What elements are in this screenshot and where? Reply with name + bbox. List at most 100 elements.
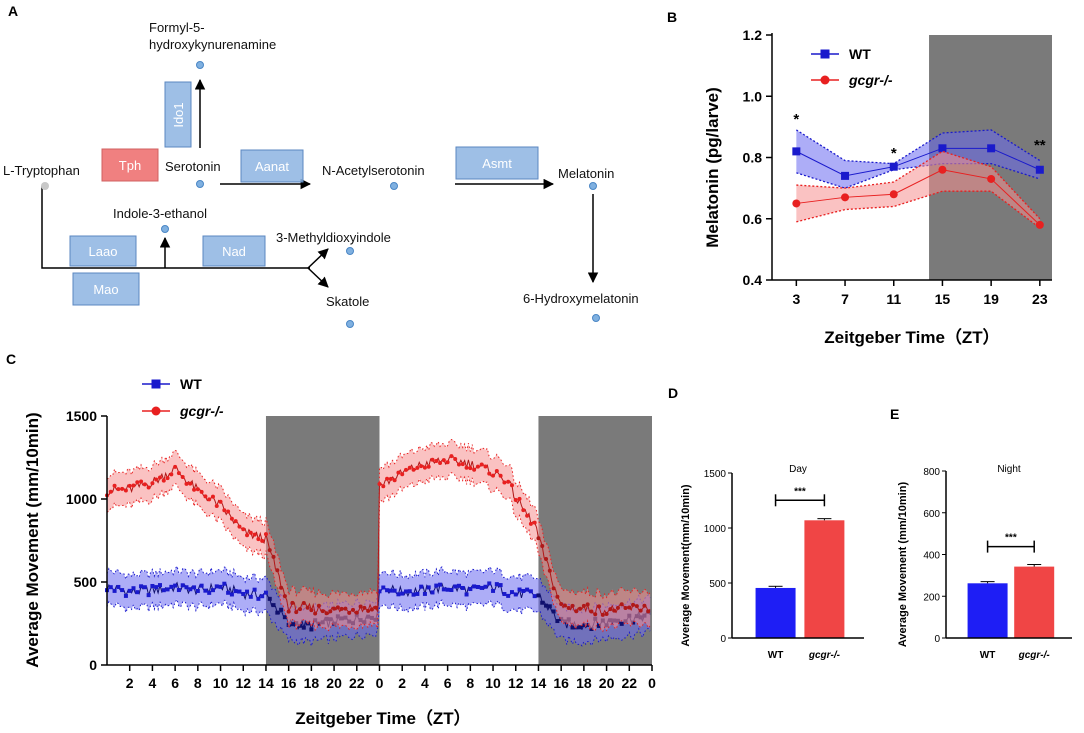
ko-point [229, 516, 234, 521]
y-tick-label: 0.8 [743, 150, 763, 166]
y-tick-label: 500 [709, 579, 726, 590]
x-tick-label: 10 [213, 675, 229, 691]
ko-point [157, 475, 162, 480]
ko-point [792, 199, 801, 208]
wt-point [532, 594, 537, 599]
wt-point [388, 588, 393, 593]
ko-point [203, 494, 208, 499]
wt-point [157, 583, 162, 588]
ko-point [169, 472, 174, 477]
wt-point [256, 596, 261, 601]
ko-point [207, 497, 212, 502]
y-tick-label: 1500 [66, 408, 97, 424]
ko-point [328, 609, 333, 614]
wt-point [841, 171, 850, 180]
ko-point [460, 462, 465, 467]
ko-point [938, 165, 947, 174]
dot-serotonin [196, 180, 204, 188]
ko-point [347, 610, 352, 615]
wt-point [434, 583, 439, 588]
ko-point [388, 476, 393, 481]
ko-point [279, 585, 284, 590]
wt-point [472, 584, 477, 589]
x-tick-label: 2 [126, 675, 134, 691]
ko-point [525, 513, 530, 518]
wt-point [1035, 165, 1044, 174]
ko-point [491, 473, 496, 478]
wt-point [585, 622, 590, 627]
ko-point [369, 607, 374, 612]
wt-point [127, 588, 132, 593]
wt-point [139, 584, 144, 589]
wt-point [521, 588, 526, 593]
ko-point [426, 464, 431, 469]
ko-point [430, 457, 435, 462]
wt-point [422, 591, 427, 596]
line-tryptophan-branch [41, 186, 310, 269]
x-tick-label: 14 [531, 675, 547, 691]
wt-point [581, 623, 586, 628]
x-tick-label: 0 [648, 675, 656, 691]
panel-b-melatonin-chart: B 0.4 0.6 0.8 1.0 1.2 3 7 11 15 19 23 Zeitgeber Tim… [667, 9, 1052, 347]
ko-point [468, 466, 473, 471]
x-tick-label: 23 [1032, 291, 1048, 307]
x-tick-label: 16 [281, 675, 297, 691]
ko-point [438, 460, 443, 465]
ko-point [506, 479, 511, 484]
x-tick-label: 0 [376, 675, 384, 691]
wt-point [555, 619, 560, 624]
x-tick-label: gcgr-/- [808, 650, 841, 661]
ko-point [502, 480, 507, 485]
ko-point [483, 464, 488, 469]
x-axis-title: Zeitgeber Time（ZT） [295, 708, 470, 728]
wt-point [494, 582, 499, 587]
ko-point [487, 471, 492, 476]
wt-lower-bound [106, 598, 651, 648]
enzyme-ido1: Ido1 [171, 102, 186, 127]
ko-point [604, 611, 609, 616]
ko-point [597, 604, 602, 609]
ko-point [396, 470, 401, 475]
node-nacetyl: N-Acetylserotonin [322, 163, 425, 178]
bar-wt [755, 587, 796, 638]
ko-point [108, 489, 113, 494]
y-tick-label: 1000 [704, 524, 727, 535]
ko-point [441, 458, 446, 463]
wt-point [498, 583, 503, 588]
ko-point [494, 468, 499, 473]
wt-point [150, 583, 155, 588]
ko-point [260, 538, 265, 543]
wt-point [487, 581, 492, 586]
wt-point [456, 583, 461, 588]
c-wt-legend-marker [151, 379, 161, 389]
wt-point [597, 623, 602, 628]
x-tick-label: 12 [508, 675, 524, 691]
ko-point [142, 482, 147, 487]
enzyme-box-nad [202, 235, 266, 267]
y-tick-label: 1.0 [743, 88, 763, 104]
panel-letter-e: E [890, 406, 899, 422]
ko-point [358, 604, 363, 609]
ko-point [165, 476, 170, 481]
b-wt-legend-label: WT [849, 46, 871, 62]
ko-point [559, 601, 564, 606]
significance-label: *** [794, 486, 806, 497]
ko-point [316, 603, 321, 608]
ko-point [422, 465, 427, 470]
ko-point [263, 532, 268, 537]
ko-point [498, 473, 503, 478]
wt-point [536, 593, 541, 598]
c-ko-legend-label: gcgr-/- [179, 403, 224, 419]
ko-point [475, 464, 480, 469]
ko-point [634, 604, 639, 609]
wt-point [237, 589, 242, 594]
dot-hydroxymel [592, 314, 600, 322]
x-tick-label: 22 [349, 675, 365, 691]
wt-point [112, 588, 117, 593]
panel-letter-c: C [6, 351, 16, 367]
ko-point [627, 605, 632, 610]
wt-point [207, 590, 212, 595]
ko-point [294, 610, 299, 615]
